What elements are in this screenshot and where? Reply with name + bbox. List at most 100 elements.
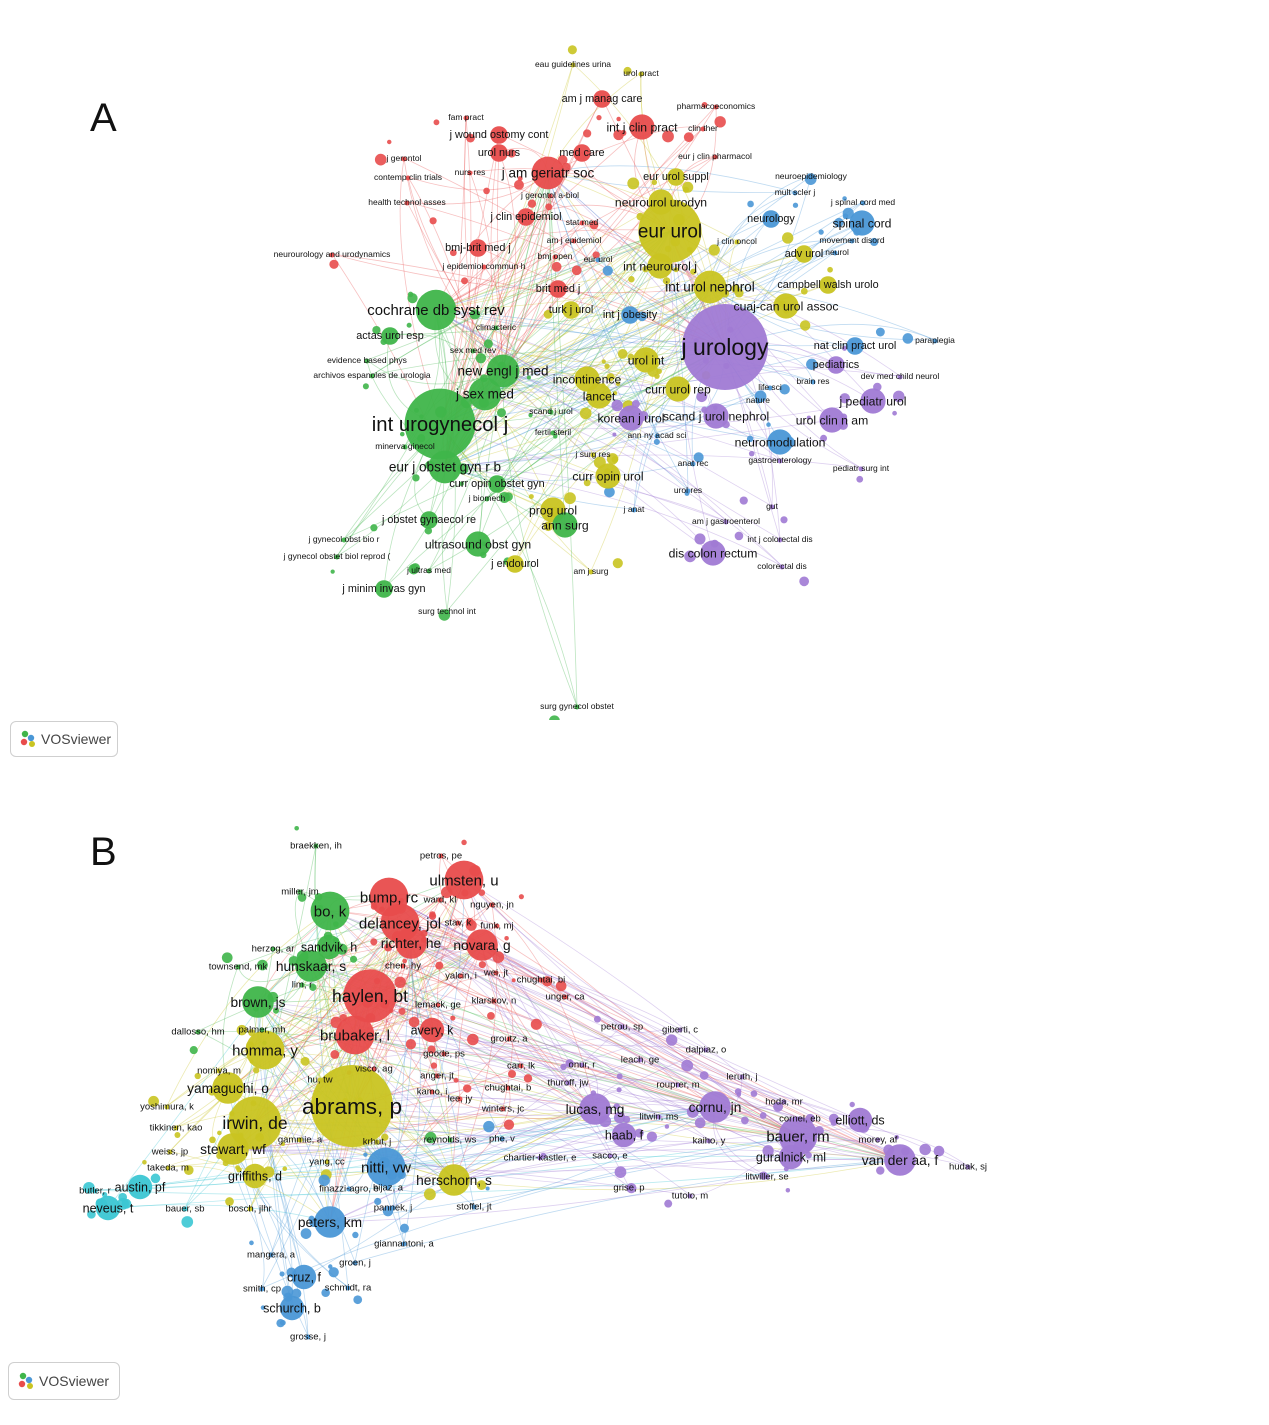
network-node[interactable] [195, 1029, 201, 1035]
network-node[interactable] [773, 293, 799, 319]
network-node[interactable] [875, 1137, 881, 1143]
network-node[interactable] [295, 950, 327, 982]
network-node[interactable] [552, 512, 578, 538]
network-node[interactable] [654, 433, 660, 439]
network-node[interactable] [457, 1096, 463, 1102]
network-node[interactable] [317, 1077, 323, 1083]
network-node[interactable] [381, 327, 399, 345]
network-node[interactable] [579, 1093, 611, 1125]
network-node[interactable] [781, 1099, 787, 1105]
network-node[interactable] [341, 537, 347, 543]
network-node[interactable] [242, 1163, 268, 1189]
network-node[interactable] [270, 946, 276, 952]
network-node[interactable] [228, 1096, 282, 1150]
network-node[interactable] [343, 969, 397, 1023]
network-node[interactable] [494, 923, 500, 929]
network-node[interactable] [537, 1155, 543, 1161]
network-node[interactable] [490, 144, 508, 162]
network-node[interactable] [395, 927, 427, 959]
network-node[interactable] [778, 1144, 804, 1170]
network-node[interactable] [217, 1133, 249, 1165]
network-node[interactable] [335, 1015, 375, 1055]
network-node[interactable] [638, 71, 644, 77]
network-node[interactable] [808, 174, 814, 180]
network-node[interactable] [550, 430, 556, 436]
network-node[interactable] [299, 982, 305, 988]
network-node[interactable] [965, 1164, 971, 1170]
network-node[interactable] [463, 115, 469, 121]
network-node[interactable] [447, 1137, 453, 1143]
network-node[interactable] [380, 903, 420, 943]
network-node[interactable] [316, 934, 342, 960]
network-node[interactable] [531, 156, 565, 190]
network-node[interactable] [767, 429, 793, 455]
network-node[interactable] [595, 463, 621, 489]
network-node[interactable] [777, 458, 783, 464]
network-node[interactable] [897, 374, 903, 380]
network-node[interactable] [245, 1030, 285, 1070]
network-node[interactable] [444, 860, 484, 900]
network-node[interactable] [574, 704, 580, 710]
network-node[interactable] [438, 853, 444, 859]
network-node[interactable] [311, 1065, 393, 1147]
network-node[interactable] [334, 554, 340, 560]
network-node[interactable] [637, 1057, 643, 1063]
network-node[interactable] [489, 902, 495, 908]
network-node[interactable] [401, 156, 407, 162]
network-node[interactable] [682, 304, 768, 390]
network-node[interactable] [675, 1082, 681, 1088]
network-node[interactable] [291, 1264, 317, 1290]
network-node[interactable] [858, 466, 864, 472]
network-node[interactable] [324, 1159, 330, 1165]
network-node[interactable] [548, 409, 554, 415]
network-node[interactable] [579, 220, 585, 226]
network-node[interactable] [279, 1295, 305, 1321]
network-node[interactable] [499, 1136, 505, 1142]
network-node[interactable] [404, 200, 410, 206]
network-node[interactable] [633, 347, 659, 373]
network-node[interactable] [538, 977, 544, 983]
network-node[interactable] [182, 1206, 188, 1212]
network-node[interactable] [437, 897, 443, 903]
network-node[interactable] [95, 1195, 121, 1221]
network-node[interactable] [405, 175, 411, 181]
network-node[interactable] [712, 154, 718, 160]
network-node[interactable] [484, 496, 490, 502]
network-node[interactable] [369, 373, 375, 379]
network-node[interactable] [619, 1024, 625, 1030]
network-node[interactable] [400, 963, 406, 969]
network-node[interactable] [884, 1144, 916, 1176]
network-node[interactable] [777, 537, 783, 543]
network-node[interactable] [259, 1286, 265, 1292]
network-node[interactable] [92, 1188, 98, 1194]
network-node[interactable] [631, 507, 637, 513]
network-node[interactable] [310, 891, 350, 931]
network-node[interactable] [849, 238, 855, 244]
network-node[interactable] [648, 189, 674, 215]
network-node[interactable] [562, 301, 580, 319]
network-node[interactable] [590, 452, 596, 458]
network-node[interactable] [491, 998, 497, 1004]
network-node[interactable] [547, 193, 553, 199]
network-node[interactable] [165, 1165, 171, 1171]
network-node[interactable] [428, 450, 462, 484]
network-node[interactable] [415, 289, 457, 331]
network-node[interactable] [846, 337, 864, 355]
panel-b-vosviewer-badge[interactable]: VOSviewer [8, 1362, 120, 1400]
network-node[interactable] [486, 354, 520, 388]
network-node[interactable] [734, 239, 740, 245]
network-node[interactable] [667, 168, 685, 186]
network-node[interactable] [469, 239, 487, 257]
network-node[interactable] [466, 929, 498, 961]
network-node[interactable] [595, 257, 601, 263]
network-node[interactable] [832, 250, 838, 256]
network-node[interactable] [562, 994, 568, 1000]
network-node[interactable] [932, 338, 938, 344]
network-node[interactable] [647, 253, 673, 279]
network-node[interactable] [739, 1074, 745, 1080]
network-node[interactable] [769, 504, 775, 510]
network-node[interactable] [164, 1104, 170, 1110]
network-node[interactable] [385, 1185, 391, 1191]
network-node[interactable] [827, 356, 845, 374]
network-node[interactable] [700, 126, 706, 132]
